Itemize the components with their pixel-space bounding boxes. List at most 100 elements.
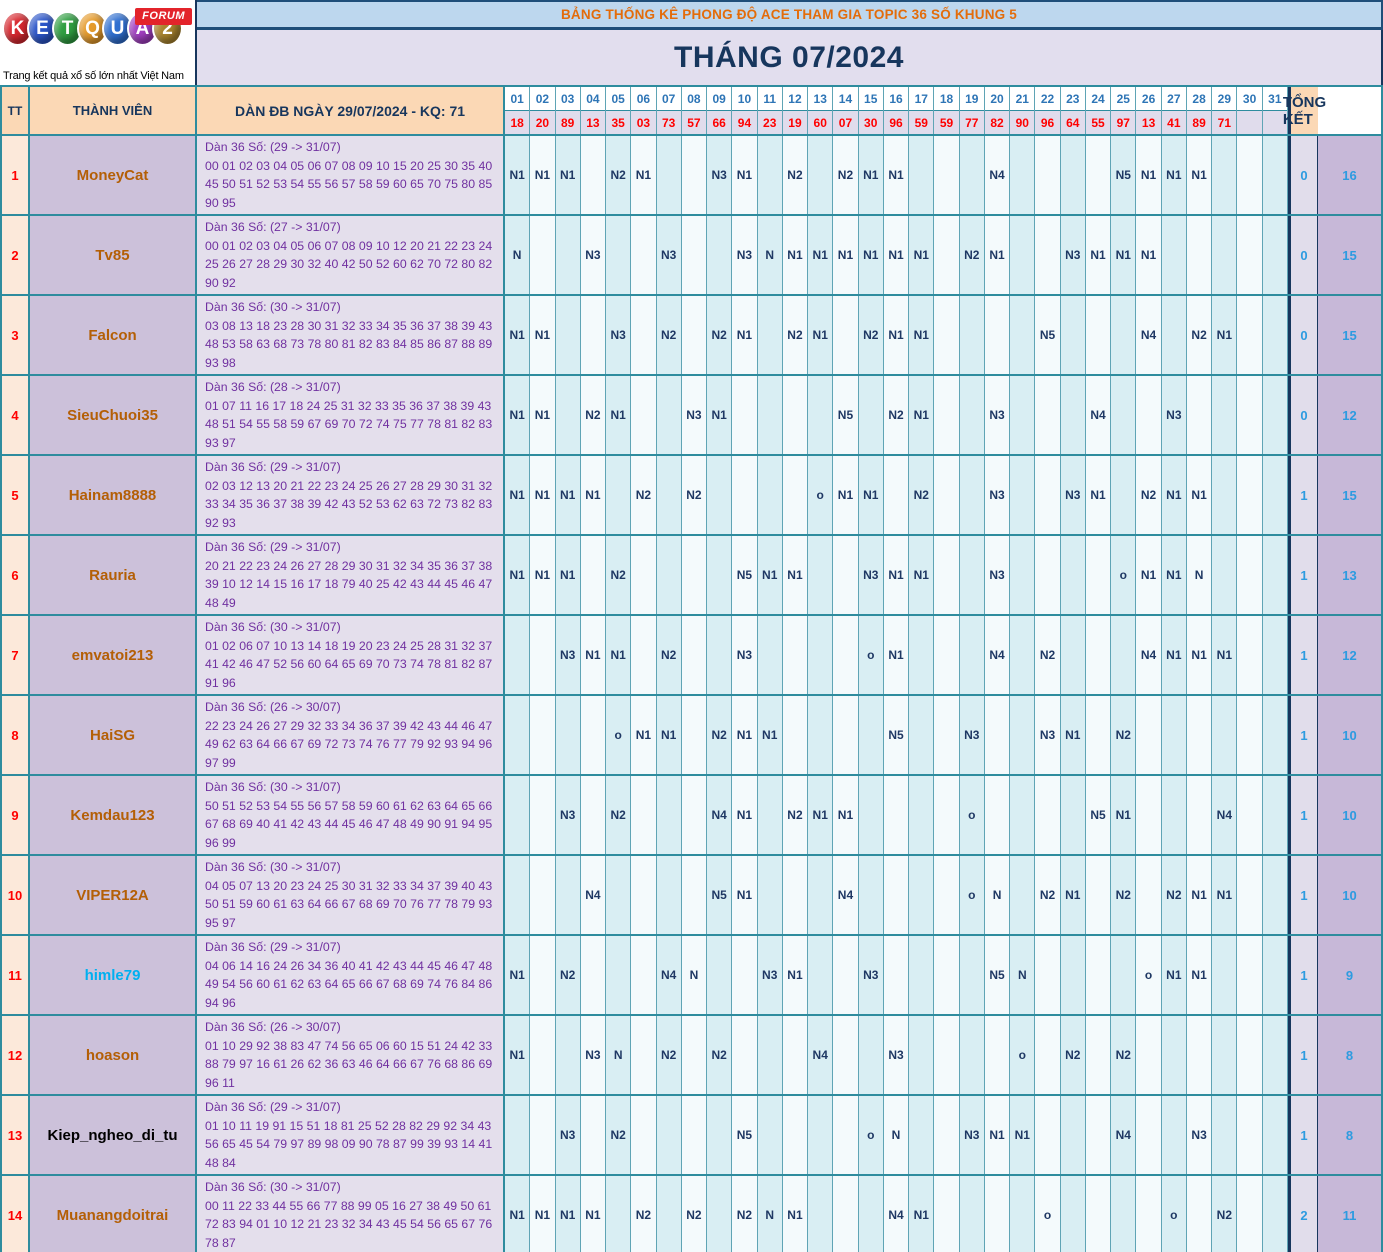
day-cell (732, 936, 758, 1014)
kq-value: 89 (555, 111, 580, 134)
day-cell: N1 (656, 696, 682, 774)
day-cell (1237, 376, 1263, 454)
member-name-cell: VIPER12A (30, 856, 197, 934)
day-cell (1212, 136, 1238, 214)
day-cell (555, 216, 581, 294)
day-cell (631, 536, 657, 614)
day-cell (555, 856, 581, 934)
total-miss-cell: 0 (1287, 136, 1318, 214)
day-cell (1186, 216, 1213, 294)
day-cell (1060, 536, 1086, 614)
member-name-cell: emvatoi213 (30, 616, 197, 694)
tt-cell: 2 (2, 216, 30, 294)
day-cell (1010, 856, 1036, 934)
dan-range: Dàn 36 Số: (29 -> 31/07) (205, 940, 341, 954)
total-win-cell: 10 (1317, 776, 1381, 854)
day-cell: N3 (1060, 456, 1086, 534)
dan-cell: Dàn 36 Số: (30 -> 31/07) 03 08 13 18 23 2… (197, 296, 505, 374)
day-cell (934, 536, 960, 614)
day-cell: N2 (606, 776, 632, 854)
member-name-cell: Kemdau123 (30, 776, 197, 854)
day-cell: N3 (757, 936, 783, 1014)
day-cell (656, 1176, 682, 1252)
day-cell: N4 (1085, 376, 1112, 454)
member-row: 9 Kemdau123 Dàn 36 Số: (30 -> 31/07) 50 51 … (2, 774, 1381, 854)
day-cell (984, 696, 1011, 774)
day-number: 07 (656, 87, 681, 111)
dan-cell: Dàn 36 Số: (30 -> 31/07) 04 05 07 13 20 2… (197, 856, 505, 934)
day-cell: N2 (883, 376, 910, 454)
day-cell (782, 1096, 809, 1174)
member-row: 8 HaiSG Dàn 36 Số: (26 -> 30/07) 22 23 24 2… (2, 694, 1381, 774)
day-header-column: 04 13 (580, 87, 607, 134)
day-cell (707, 936, 733, 1014)
day-cell (1136, 1096, 1162, 1174)
member-row: 1 MoneyCat Dàn 36 Số: (29 -> 31/07) 00 01 0… (2, 134, 1381, 214)
member-name: Hainam8888 (68, 486, 157, 504)
day-cell (555, 376, 581, 454)
day-cell: N3 (656, 216, 682, 294)
day-cell (1136, 696, 1162, 774)
day-header-column: 12 19 (782, 87, 809, 134)
dan-cell: Dàn 36 Số: (30 -> 31/07) 50 51 52 53 54 5… (197, 776, 505, 854)
day-cell (782, 456, 809, 534)
total-win-cell: 12 (1317, 616, 1381, 694)
day-cell (1262, 936, 1288, 1014)
total-win-cell: 15 (1317, 296, 1381, 374)
day-cell (1085, 1016, 1112, 1094)
day-cell: N (883, 1096, 910, 1174)
tt-cell: 5 (2, 456, 30, 534)
day-cell (934, 856, 960, 934)
day-cell: N3 (858, 936, 884, 1014)
day-cell (732, 376, 758, 454)
day-cell (833, 936, 859, 1014)
day-cell: N4 (833, 856, 859, 934)
table-body: 1 MoneyCat Dàn 36 Số: (29 -> 31/07) 00 01 0… (2, 134, 1381, 1252)
logo-tagline: Trang kết quả xổ số lớn nhất Việt Nam (3, 70, 184, 82)
day-cell: N2 (580, 376, 607, 454)
member-row: 4 SieuChuoi35 Dàn 36 Số: (28 -> 31/07) 01 0… (2, 374, 1381, 454)
table-header-row: TT THÀNH VIÊN DÀN ĐB NGÀY 29/07/2024 - KQ:… (2, 87, 1381, 134)
day-cell: N1 (883, 136, 910, 214)
day-header-column: 02 20 (530, 87, 556, 134)
member-name-cell: Tv85 (30, 216, 197, 294)
day-cell: N1 (1186, 856, 1213, 934)
day-cell: N3 (707, 136, 733, 214)
day-cell: N2 (782, 136, 809, 214)
day-cell: N1 (1161, 536, 1187, 614)
dan-numbers: 01 10 11 19 91 15 51 18 81 25 52 28 82 2… (205, 1118, 493, 1170)
dan-numbers: 04 05 07 13 20 23 24 25 30 31 32 33 34 3… (205, 878, 493, 930)
day-cell: N2 (656, 296, 682, 374)
day-cell: N2 (1161, 856, 1187, 934)
day-cell (959, 296, 985, 374)
day-cell: N1 (782, 1176, 809, 1252)
day-number: 15 (858, 87, 883, 111)
day-cell (1262, 296, 1288, 374)
member-name-cell: Rauria (30, 536, 197, 614)
day-cell (707, 1176, 733, 1252)
day-cell: N4 (984, 616, 1011, 694)
day-cell (959, 536, 985, 614)
day-cell: N3 (984, 456, 1011, 534)
tt-cell: 3 (2, 296, 30, 374)
day-cell (1085, 1096, 1112, 1174)
day-cell (1212, 376, 1238, 454)
member-name: Falcon (88, 326, 137, 344)
day-cell (883, 456, 910, 534)
member-row: 2 Tv85 Dàn 36 Số: (27 -> 31/07) 00 01 02 03… (2, 214, 1381, 294)
stats-table: TT THÀNH VIÊN DÀN ĐB NGÀY 29/07/2024 - KQ:… (0, 85, 1383, 1252)
day-cell (1010, 296, 1036, 374)
kq-value: 82 (984, 111, 1010, 134)
day-cell (606, 1176, 632, 1252)
day-cell (1237, 456, 1263, 534)
member-name: himle79 (84, 966, 141, 984)
day-number: 03 (555, 87, 580, 111)
day-cell (934, 696, 960, 774)
kq-value (1262, 111, 1287, 134)
day-cell (757, 856, 783, 934)
day-cell (1035, 136, 1061, 214)
day-cell (1237, 536, 1263, 614)
day-cell: N1 (580, 1176, 607, 1252)
forum-badge: FORUM (135, 8, 192, 25)
month-title: THÁNG 07/2024 (197, 30, 1383, 85)
